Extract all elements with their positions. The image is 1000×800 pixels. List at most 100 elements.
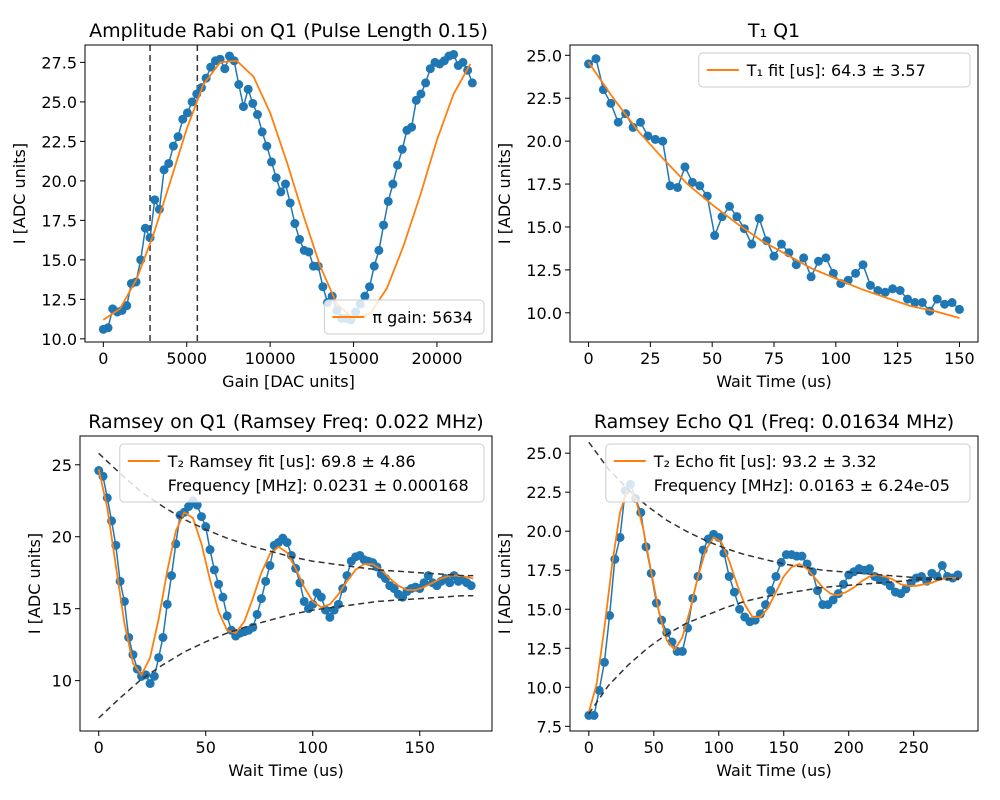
data-point [140, 223, 150, 233]
data-point [205, 545, 215, 555]
legend-label: T₂ Ramsey fit [us]: 69.8 ± 4.86 [167, 452, 416, 471]
data-point [222, 611, 232, 621]
data-point [285, 198, 295, 208]
data-point [299, 596, 309, 606]
y-axis-label: I [ADC units] [495, 143, 514, 244]
x-tick-label: 75 [764, 349, 784, 368]
y-tick-label: 10.0 [526, 304, 562, 323]
data-point [821, 253, 831, 263]
y-tick-label: 22.5 [526, 89, 562, 108]
plot-area [584, 54, 964, 319]
data-point [903, 294, 913, 304]
fit-line [97, 468, 474, 677]
data-point [164, 158, 174, 168]
data-point [833, 589, 843, 599]
data-point [149, 671, 159, 681]
axes-frame [569, 435, 979, 732]
legend-label: Frequency [MHz]: 0.0231 ± 0.000168 [168, 476, 469, 495]
data-point [150, 195, 160, 205]
y-tick-label: 12.5 [526, 639, 562, 658]
data-point [365, 282, 375, 292]
data-point [445, 578, 455, 588]
axes-frame [569, 44, 979, 343]
y-tick-label: 15.0 [41, 251, 77, 270]
data-point [605, 610, 615, 620]
legend: π gain: 5634 [323, 299, 485, 335]
data-point [932, 294, 942, 304]
data-point [732, 212, 742, 222]
data-point [591, 54, 601, 64]
data-point [379, 220, 389, 230]
data-line [588, 57, 961, 313]
data-point [665, 181, 675, 191]
data-point [710, 231, 720, 241]
x-tick-label: 125 [882, 349, 913, 368]
data-point [182, 108, 192, 118]
legend-box [323, 299, 485, 335]
data-point [187, 97, 197, 107]
x-axis-label: Wait Time (us) [716, 372, 832, 391]
data-point [814, 256, 824, 266]
legend-label: π gain: 5634 [372, 308, 472, 327]
legend: T₂ Echo fit [us]: 93.2 ± 3.32 Frequency [… [605, 443, 971, 503]
y-tick-label: 15.0 [526, 600, 562, 619]
y-tick-label: 20.0 [526, 132, 562, 151]
legend-label: T₂ Echo fit [us]: 93.2 ± 3.32 [653, 452, 877, 471]
data-point [304, 247, 314, 257]
x-tick-label: 150 [404, 738, 435, 757]
data-point [695, 181, 705, 191]
legend-label: Frequency [MHz]: 0.0163 ± 6.24e-05 [654, 476, 950, 495]
x-tick-label: 50 [196, 738, 216, 757]
data-point [421, 78, 431, 88]
data-point [333, 599, 343, 609]
data-point [411, 95, 421, 105]
data-point [873, 285, 883, 295]
data-point [342, 571, 352, 581]
data-point [467, 78, 477, 88]
envelope-line-2 [588, 441, 960, 581]
chart-echo: 0 50 100 150 200 250 7.5 10.0 12.5 15.0 17.5 20.0 22… [495, 411, 979, 780]
y-tick-label: 25.0 [526, 46, 562, 65]
data-point [807, 567, 817, 577]
data-point [766, 586, 776, 596]
data-point [917, 298, 927, 308]
data-point [252, 609, 262, 619]
data-point [628, 122, 638, 132]
data-point [865, 564, 875, 574]
data-point [209, 565, 219, 575]
data-point [747, 239, 757, 249]
data-point [122, 301, 132, 311]
y-tick-label: 25 [52, 456, 72, 475]
data-point [650, 134, 660, 144]
data-point [318, 282, 328, 292]
data-point [880, 287, 890, 297]
data-point [940, 299, 950, 309]
data-point [196, 512, 206, 522]
axes-frame [84, 44, 493, 343]
x-tick-label: 15000 [328, 349, 379, 368]
data-point [393, 160, 403, 170]
data-point [901, 584, 911, 594]
data-point [201, 522, 211, 532]
envelope-line-2 [98, 452, 474, 577]
data-point [954, 304, 964, 314]
data-point [729, 587, 739, 597]
legend: T₂ Ramsey fit [us]: 69.8 ± 4.86 Frequency… [119, 443, 485, 503]
data-point [168, 141, 178, 151]
x-tick-label: 0 [98, 349, 108, 368]
data-point [458, 57, 468, 67]
x-tick-label: 0 [583, 349, 593, 368]
data-point [261, 576, 271, 586]
x-tick-label: 0 [584, 738, 594, 757]
data-point [276, 187, 286, 197]
data-point [248, 98, 258, 108]
data-point [178, 114, 188, 124]
data-point [325, 612, 335, 622]
data-point [238, 102, 248, 112]
data-point [145, 679, 155, 689]
x-tick-label: 5000 [166, 349, 207, 368]
y-axis-label: I [ADC units] [25, 533, 44, 634]
legend-label: T₁ fit [us]: 64.3 ± 3.57 [746, 61, 926, 80]
x-tick-label: 150 [768, 738, 799, 757]
